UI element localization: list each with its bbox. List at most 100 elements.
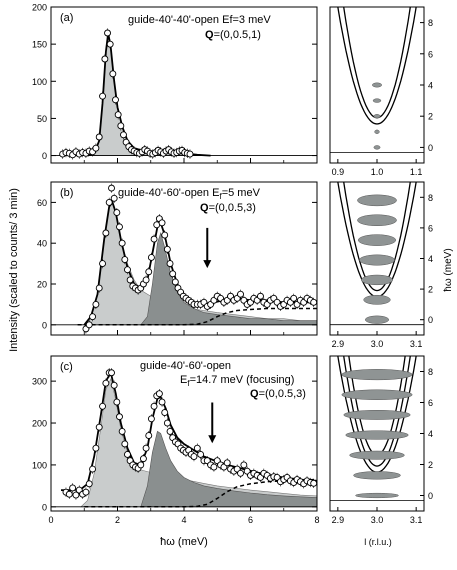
data-point [89,313,97,321]
data-point [126,276,134,284]
data-point [113,398,121,406]
resolution-ellipse [343,410,411,420]
y-tick-label: 8 [428,18,433,28]
data-point [104,29,111,37]
data-point [223,459,231,467]
data-point [124,266,131,274]
config-text: guide-40'-60'-open Ef=5 meV [118,187,261,201]
resolution-ellipse [345,430,409,440]
data-point [92,444,100,452]
fill-dark-component [140,430,317,508]
resolution-ellipse [357,214,397,227]
data-point [171,278,179,286]
data-point [161,409,169,417]
main-x-axis-label: ħω (meV) [160,536,208,548]
plot-area [330,7,424,153]
data-point [150,402,158,410]
x-tick-label: 3.0 [371,339,384,349]
x-tick-label: 2.9 [332,339,345,349]
plot-area [51,183,317,334]
data-point [85,321,93,329]
data-point [99,402,106,410]
y-tick-label: 2 [428,112,433,122]
resolution-ellipse [365,315,389,324]
x-tick-label: 3.1 [410,339,423,349]
resolution-ellipse [349,450,405,460]
y-tick-label: 40 [37,239,47,249]
data-point [290,294,298,302]
data-point [92,144,100,152]
panel-side-a: 0 2 4 6 8 0.9 1.0 1.1 [329,6,433,177]
panel-a: (a) guide-40'-40'-open Ef=3 meV Q=(0,0.5,1… [32,3,318,164]
x-tick-label: 0 [48,515,53,525]
data-point [118,427,126,435]
y-tick-label: 2 [428,285,433,295]
data-point [310,298,317,306]
data-point [116,223,123,231]
data-point [113,209,121,217]
data-point [237,469,244,477]
panel-label: (b) [60,187,73,199]
data-point [139,455,147,463]
arrow-head [203,260,212,269]
x-tick-label: 6 [248,515,253,525]
y-tick-label: 0 [428,143,433,153]
panel-side-b: 0 2 4 6 8 2.9 3.0 3.1 [329,181,433,349]
resolution-ellipse [372,82,382,88]
resolution-ellipse [341,369,413,381]
resolution-ellipse [373,145,381,150]
q-value: =(0,0.5,3) [209,202,256,214]
data-point [121,256,129,263]
data-point [147,415,155,423]
y-tick-label: 6 [428,49,433,59]
y-tick-label: 0 [428,491,433,501]
resolution-ellipse [372,98,382,103]
y-tick-label: 300 [32,377,47,387]
y-tick-label: 2 [428,460,433,470]
data-point [158,398,166,406]
x-tick-label: 3.1 [410,515,423,525]
data-point [95,423,103,431]
data-point [117,122,125,130]
data-point [110,194,118,202]
x-tick-label: 3.0 [371,515,384,525]
data-point [310,479,317,487]
y-tick-label: 0 [42,151,47,161]
data-point [112,96,119,104]
x-tick-label: 2 [115,515,120,525]
data-point [116,413,123,421]
plot-area [51,368,317,508]
data-point [108,184,115,192]
y-tick-label: 50 [37,114,47,124]
panel-b: (b) guide-40'-60'-open Ef=5 meVQ=(0,0.5,3… [37,181,318,336]
resolution-ellipse [359,254,395,266]
panel-label: (c) [60,361,73,373]
data-point [120,131,127,139]
data-point [102,229,110,237]
data-point [99,260,106,268]
ef-text: Ef=14.7 meV (focusing) [180,374,294,388]
data-point [147,254,155,261]
resolution-ellipse [361,274,393,286]
y-tick-label: 4 [428,254,433,264]
data-point [145,268,153,276]
data-point [102,379,110,387]
data-point [186,150,194,158]
data-point [108,369,115,377]
data-point [190,453,198,460]
x-tick-label: 1.1 [410,167,423,177]
y-tick-label: 0 [42,320,47,330]
dispersion-inner-curve [343,356,411,467]
panel-c: (c) guide-40'-60'-open Ef=14.7 meV (focusi… [32,355,320,525]
x-tick-label: 8 [314,515,319,525]
y-tick-label: 200 [32,3,47,13]
y-tick-label: 8 [428,367,433,377]
data-point [95,133,103,141]
y-tick-label: 8 [428,193,433,203]
data-point [118,239,126,247]
panel-label: (a) [60,12,73,24]
arrow-head [208,435,217,444]
y-tick-label: 4 [428,429,433,439]
resolution-ellipse [363,294,391,305]
plot-area [330,356,424,501]
